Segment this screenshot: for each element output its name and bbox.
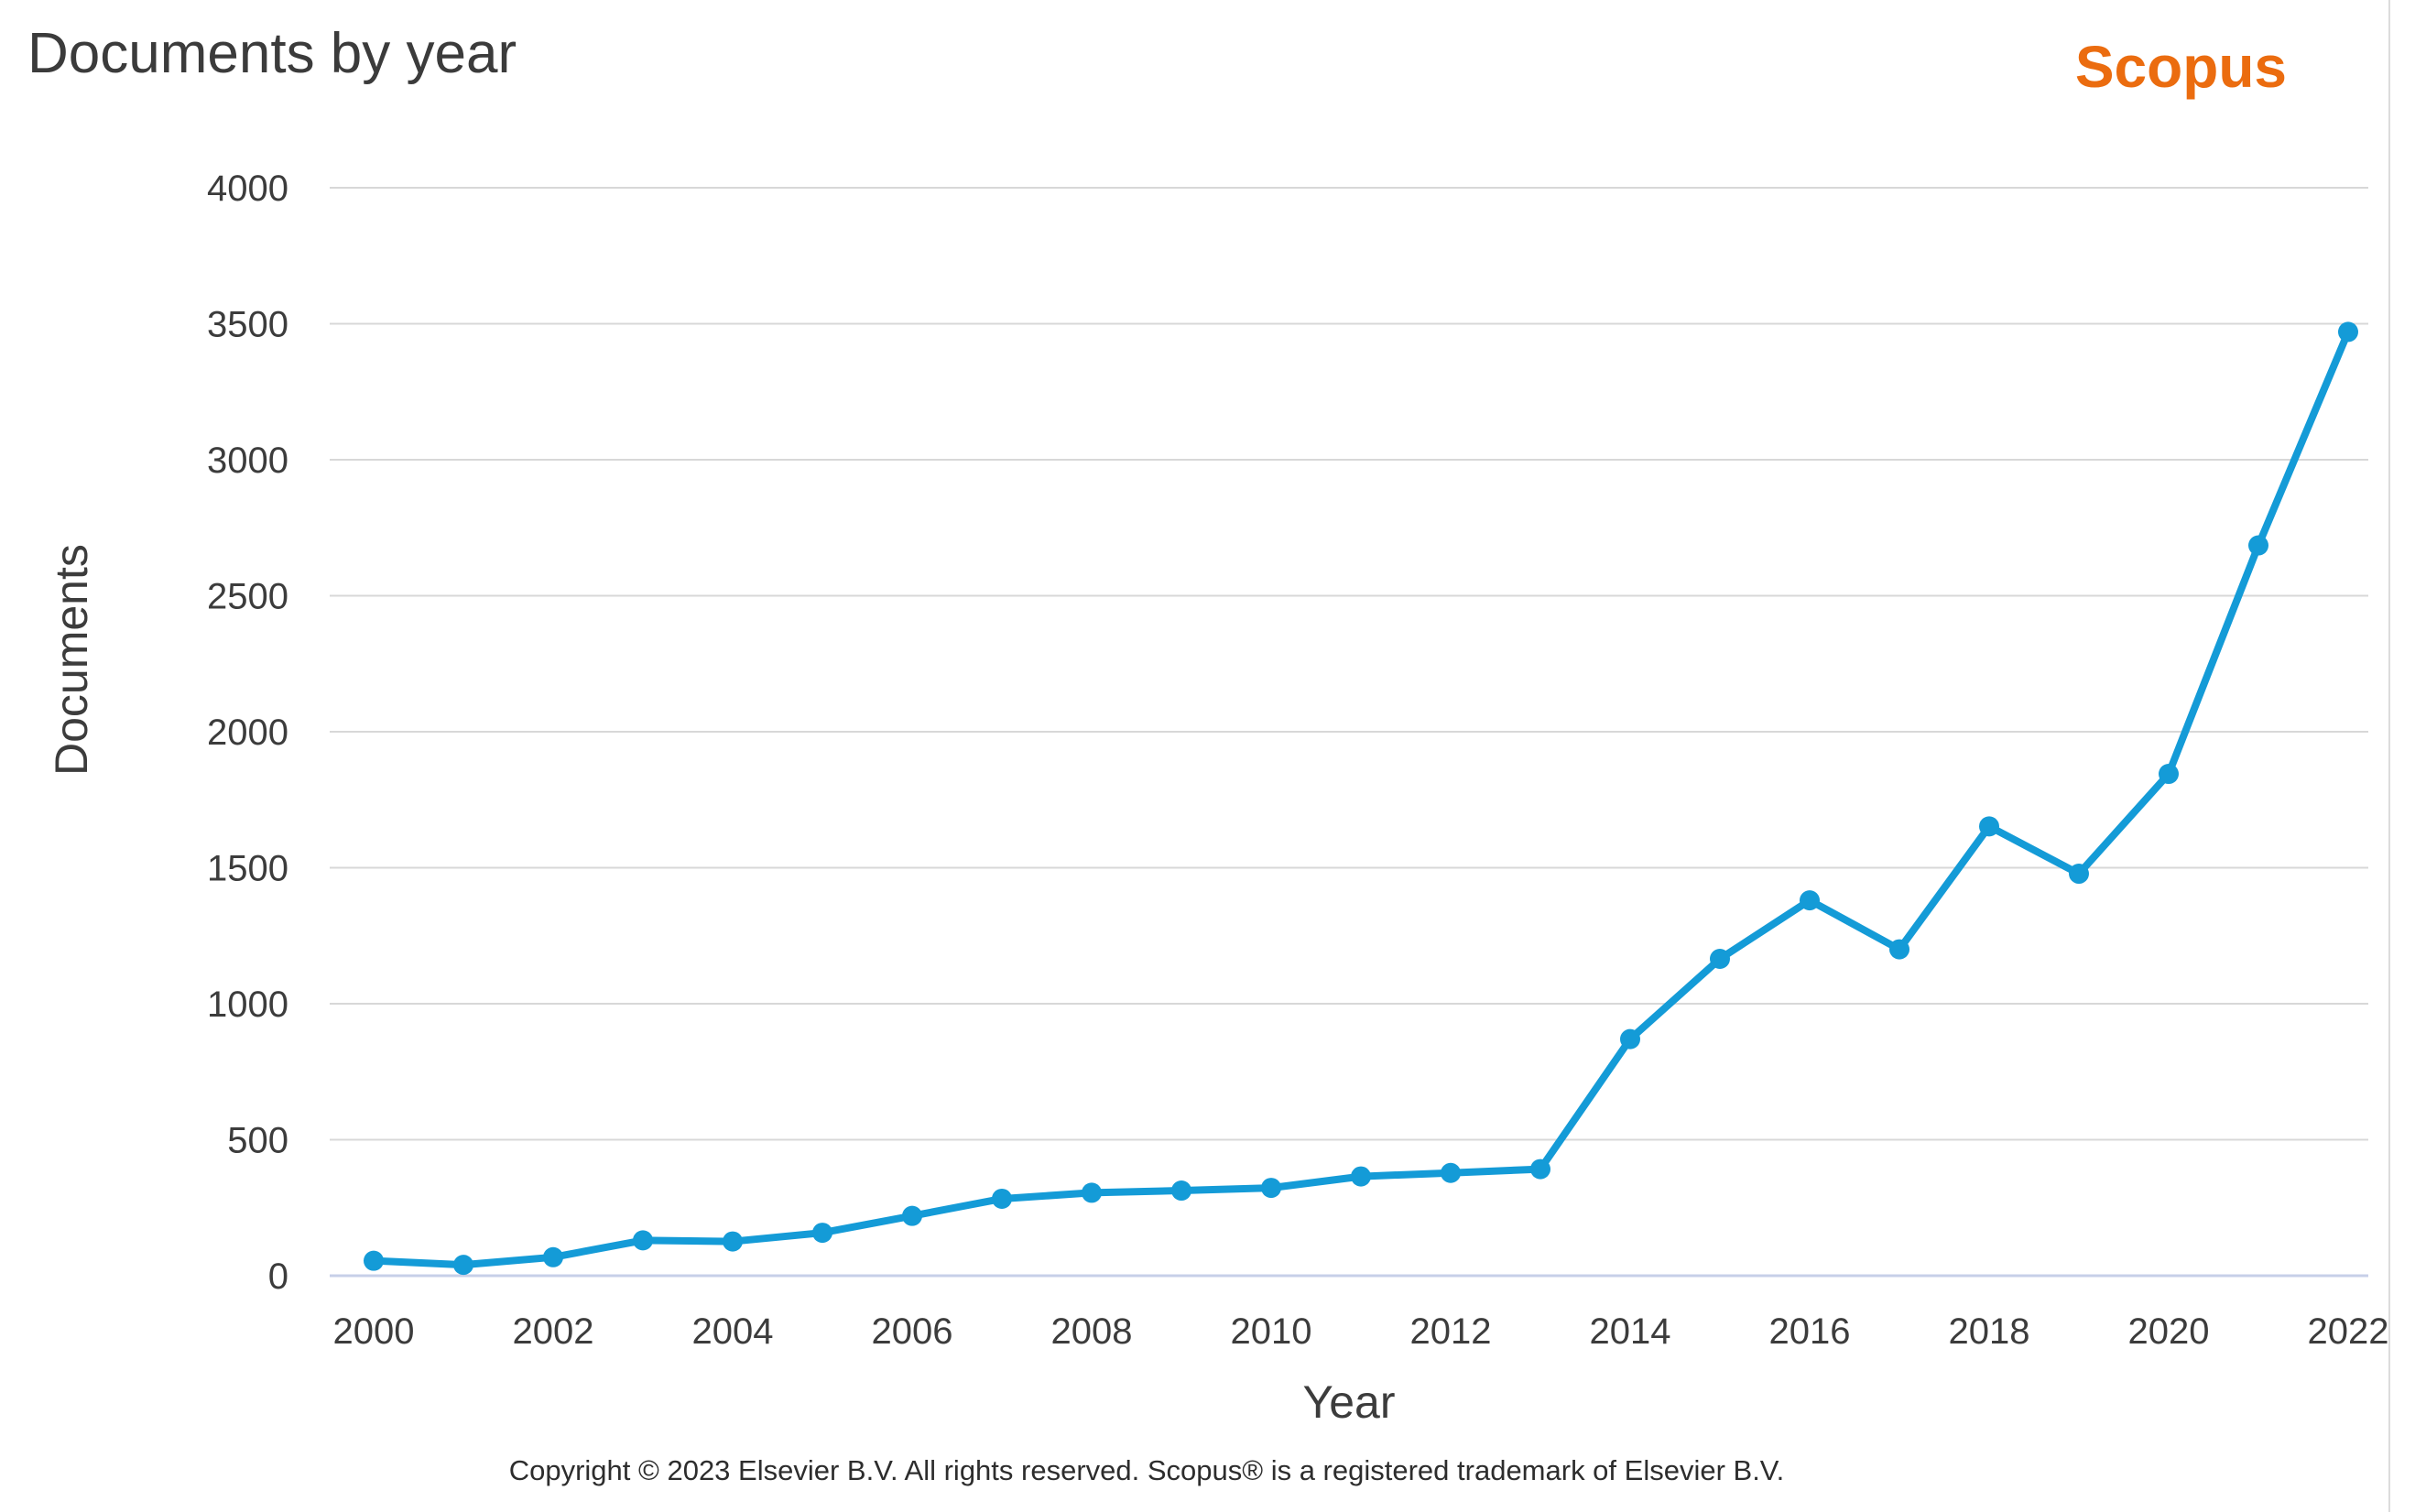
data-point-2018[interactable]: [1979, 816, 1999, 837]
y-tick-label: 2000: [207, 712, 288, 753]
x-tick-label: 2014: [1590, 1311, 1671, 1352]
y-tick-label: 500: [227, 1121, 288, 1161]
x-axis-title: Year: [1302, 1376, 1396, 1428]
x-tick-label: 2008: [1051, 1311, 1133, 1352]
data-point-2006[interactable]: [902, 1205, 922, 1226]
y-tick-label: 3500: [207, 305, 288, 345]
x-tick-label: 2016: [1769, 1311, 1851, 1352]
data-point-2002[interactable]: [543, 1246, 563, 1267]
y-tick-label: 1500: [207, 849, 288, 889]
x-tick-label: 2010: [1231, 1311, 1312, 1352]
trend-line: [370, 328, 2352, 1269]
y-axis-title: Documents: [46, 544, 97, 776]
data-point-2012[interactable]: [1441, 1162, 1461, 1183]
y-tick-label: 4000: [207, 169, 288, 209]
data-point-2014[interactable]: [1620, 1028, 1640, 1050]
x-tick-label: 2002: [513, 1311, 594, 1352]
data-point-2011[interactable]: [1351, 1166, 1371, 1187]
data-point-2015[interactable]: [1710, 948, 1730, 969]
data-point-2010[interactable]: [1261, 1178, 1281, 1199]
data-point-2008[interactable]: [1082, 1182, 1102, 1203]
x-tick-label: 2018: [1949, 1311, 2030, 1352]
x-tick-label: 2022: [2308, 1311, 2389, 1352]
data-point-2009[interactable]: [1171, 1180, 1191, 1202]
x-tick-label: 2012: [1410, 1311, 1492, 1352]
data-point-2003[interactable]: [633, 1230, 653, 1251]
data-point-2020[interactable]: [2159, 764, 2179, 785]
chart-title: Documents by year: [27, 22, 517, 85]
y-tick-label: 0: [268, 1256, 288, 1297]
data-point-2001[interactable]: [453, 1255, 473, 1276]
y-tick-label: 3000: [207, 441, 288, 481]
data-point-2005[interactable]: [812, 1223, 832, 1244]
data-point-2016[interactable]: [1800, 890, 1820, 911]
data-point-2017[interactable]: [1889, 939, 1909, 960]
data-point-2013[interactable]: [1530, 1158, 1550, 1180]
data-point-2007[interactable]: [992, 1188, 1012, 1209]
scopus-logo[interactable]: Scopus: [2074, 34, 2287, 100]
x-tick-label: 2020: [2128, 1311, 2210, 1352]
data-point-2019[interactable]: [2069, 864, 2089, 885]
x-tick-label: 2006: [872, 1311, 953, 1352]
x-tick-label: 2004: [692, 1311, 774, 1352]
data-point-2004[interactable]: [723, 1231, 743, 1252]
data-point-2022[interactable]: [2338, 321, 2358, 343]
x-tick-label: 2000: [333, 1311, 415, 1352]
data-point-2000[interactable]: [364, 1250, 384, 1271]
y-tick-label: 2500: [207, 577, 288, 617]
y-tick-label: 1000: [207, 984, 288, 1025]
copyright-text: Copyright © 2023 Elsevier B.V. All right…: [508, 1454, 1785, 1486]
card-right-border: [2388, 0, 2390, 1512]
data-point-2021[interactable]: [2248, 535, 2268, 556]
